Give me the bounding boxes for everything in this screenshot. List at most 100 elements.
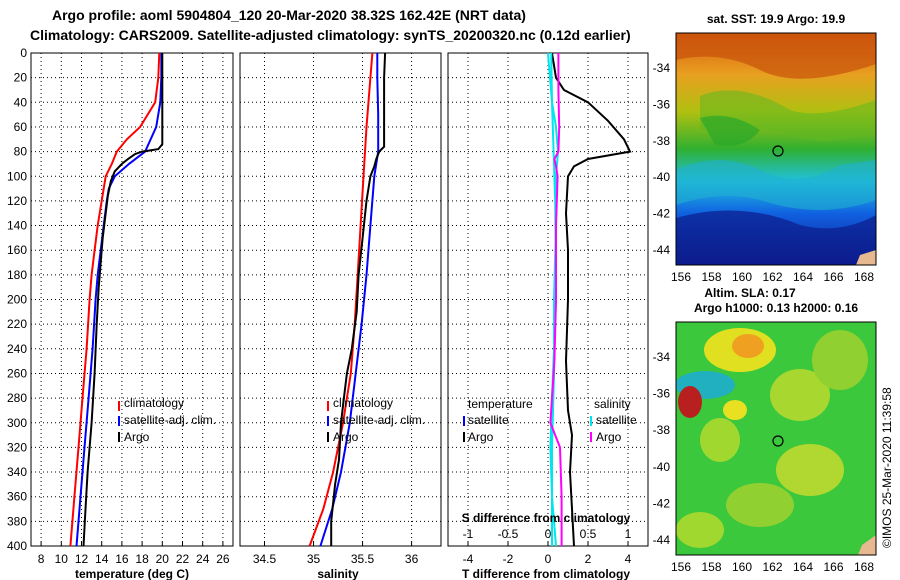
sla-map-title-line-2: Argo h1000: 0.13 h2000: 0.16	[694, 301, 858, 315]
lat-tick-label: -42	[653, 496, 671, 510]
y-tick-label: 220	[7, 317, 27, 331]
temperature-series	[69, 52, 164, 547]
y-tick-label: 120	[7, 194, 27, 208]
salinity-diff-legend: salinity satellite Argo	[590, 397, 637, 444]
y-tick-label: 60	[14, 120, 28, 134]
temperature-legend: climatology satellite-adj. clim. Argo	[118, 396, 216, 444]
legend-climatology-label: climatology	[333, 396, 393, 410]
x-tick-label: 26	[216, 552, 230, 566]
lon-tick-label: 166	[823, 560, 843, 574]
y-tick-label: 160	[7, 243, 27, 257]
x-tick-label: 12	[75, 552, 89, 566]
x-tick-label: 36	[405, 552, 419, 566]
lat-tick-label: -36	[653, 97, 671, 111]
temperature-x-label: temperature (deg C)	[75, 567, 189, 580]
y-tick-label: 300	[7, 416, 27, 430]
x-tick-label: 35	[307, 552, 321, 566]
x-tick-label: 22	[176, 552, 190, 566]
y-tick-label: 80	[14, 145, 28, 159]
sst-map-frame	[675, 32, 877, 266]
y-tick-label: 340	[7, 465, 27, 479]
argo-float-marker	[772, 435, 784, 447]
legend-t-argo-label: Argo	[468, 430, 494, 444]
y-tick-label: 260	[7, 366, 27, 380]
sst-lon-ticks: 156 158 160 162 164 166 168	[671, 270, 874, 284]
y-tick-label: 100	[7, 169, 27, 183]
s-difference-axis-label: S difference from climatology	[462, 511, 631, 525]
y-tick-label: 140	[7, 219, 27, 233]
s-tick-label: -1	[463, 527, 474, 541]
lon-tick-label: 158	[701, 560, 721, 574]
salinity-x-ticks: 34.5 35 35.5 36	[253, 542, 419, 566]
lon-tick-label: 162	[762, 270, 782, 284]
lat-tick-label: -40	[653, 460, 671, 474]
s-tick-label: -0.5	[498, 527, 519, 541]
sst-map: sat. SST: 19.9 Argo: 19.9 -34 -36 -38 -40 -4…	[653, 12, 877, 284]
s-tick-label: 0.5	[580, 527, 597, 541]
s-tick-label: 1	[625, 527, 632, 541]
lat-tick-label: -44	[653, 533, 671, 547]
legend-satellite-label: satellite-adj. clim.	[124, 413, 216, 427]
legend-climatology-label: climatology	[124, 396, 184, 410]
x-tick-label: 35.5	[351, 552, 375, 566]
lon-tick-label: 168	[854, 270, 874, 284]
difference-panel: -4 -2 0 2 4 -1 -0.5 0 0.5 1 S difference from cl…	[447, 52, 649, 580]
temperature-legend-title: temperature	[468, 397, 533, 411]
x-tick-label: 2	[585, 552, 592, 566]
x-tick-label: 14	[95, 552, 109, 566]
series-line-climatology	[308, 52, 374, 547]
lon-tick-label: 160	[732, 560, 752, 574]
lon-tick-label: 164	[793, 270, 813, 284]
series-line-t-diff-argo	[551, 52, 632, 547]
sla-map-title-line-1: Altim. SLA: 0.17	[704, 286, 796, 300]
x-tick-label: 0	[545, 552, 552, 566]
sla-map: Altim. SLA: 0.17 Argo h1000: 0.13 h2000:…	[653, 286, 877, 574]
salinity-legend: climatology satellite-adj. clim. Argo	[327, 396, 425, 444]
x-tick-label: -2	[503, 552, 514, 566]
sst-field	[676, 33, 876, 265]
header-line-1: Argo profile: aoml 5904804_120 20-Mar-20…	[52, 7, 526, 23]
sla-lat-ticks: -34 -36 -38 -40 -42 -44	[653, 350, 671, 547]
header-line-2: Climatology: CARS2009. Satellite-adjuste…	[30, 27, 631, 43]
lon-tick-label: 158	[701, 270, 721, 284]
sst-lat-ticks: -34 -36 -38 -40 -42 -44	[653, 61, 671, 257]
y-tick-label: 240	[7, 342, 27, 356]
y-tick-label: 280	[7, 391, 27, 405]
x-tick-label: 4	[625, 552, 632, 566]
lat-tick-label: -38	[653, 423, 671, 437]
y-tick-label: 380	[7, 514, 27, 528]
series-line-argo	[82, 53, 164, 547]
imos-credit: ©IMOS 25-Mar-2020 11:39:58	[880, 387, 894, 548]
salinity-legend-title: salinity	[594, 397, 631, 411]
s-tick-label: 0	[545, 527, 552, 541]
legend-argo-label: Argo	[124, 430, 150, 444]
difference-series	[547, 52, 632, 547]
salinity-x-label: salinity	[317, 567, 359, 580]
t-difference-x-ticks: -4 -2 0 2 4	[463, 542, 632, 566]
sst-map-title: sat. SST: 19.9 Argo: 19.9	[707, 12, 846, 26]
salinity-series	[308, 52, 387, 547]
y-tick-label: 180	[7, 268, 27, 282]
temperature-panel: 8 10 12 14 16 18 20 22 24 26 0 20 40 60 80 100 120 140 16…	[7, 46, 234, 580]
y-tick-label: 200	[7, 293, 27, 307]
temperature-x-ticks: 8 10 12 14 16 18 20 22 24 26	[38, 542, 230, 566]
y-tick-label: 360	[7, 490, 27, 504]
series-line-climatology	[69, 52, 161, 547]
lat-tick-label: -34	[653, 350, 671, 364]
x-tick-label: 24	[196, 552, 210, 566]
lon-tick-label: 162	[762, 560, 782, 574]
lat-tick-label: -44	[653, 243, 671, 257]
lat-tick-label: -36	[653, 387, 671, 401]
lat-tick-label: -42	[653, 207, 671, 221]
t-difference-x-label: T difference from climatology	[462, 567, 630, 580]
salinity-panel: 34.5 35 35.5 36 salinity climatology satell…	[239, 52, 442, 580]
lon-tick-label: 156	[671, 560, 691, 574]
lon-tick-label: 164	[793, 560, 813, 574]
legend-satellite-label: satellite-adj. clim.	[333, 413, 425, 427]
lat-tick-label: -40	[653, 170, 671, 184]
lon-tick-label: 156	[671, 270, 691, 284]
y-tick-label: 20	[14, 71, 28, 85]
legend-s-satellite-label: satellite	[596, 413, 637, 427]
y-tick-label: 0	[20, 46, 27, 60]
